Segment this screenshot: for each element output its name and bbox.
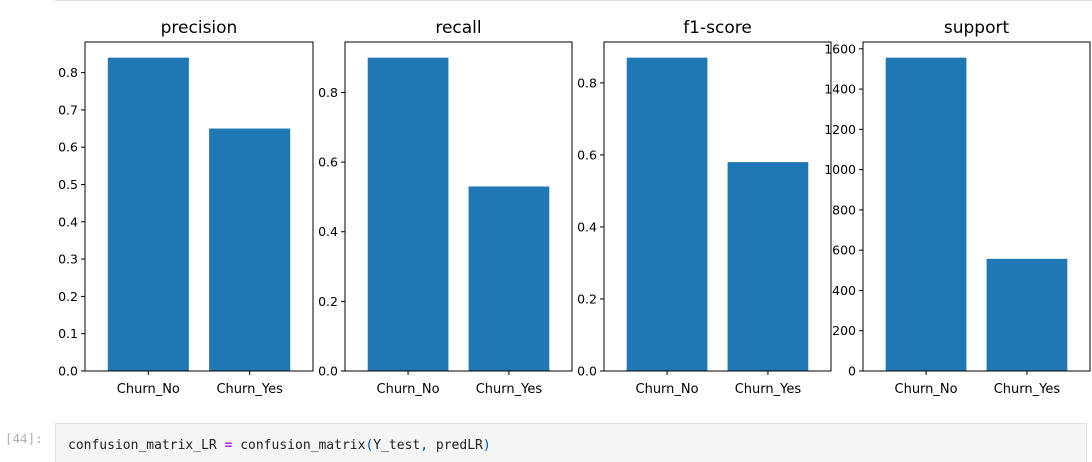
y-tick-label: 1000 [824,162,856,177]
y-tick-label: 0.0 [577,364,597,379]
axes-frame [862,41,1091,372]
x-tick-label: Churn_No [636,382,699,397]
chart-support: Churn_No Churn_Yes 0 200 400 600 800 1000 1200 14… [824,18,1091,397]
y-tick-label: 0.1 [58,326,78,341]
axes-frame [603,41,832,372]
execution-count-prompt: [44]: [5,431,43,446]
y-tick-label: 1200 [824,122,856,137]
chart-title: recall [435,18,481,38]
x-tick-label: Churn_Yes [216,382,283,397]
y-tick-label: 0.8 [318,85,338,100]
axes-frame [84,41,314,372]
y-tick-label: 0.8 [577,75,597,90]
y-tick-label: 0.2 [577,291,597,306]
code-arg-2: predLR [435,438,483,453]
y-tick-label: 0.5 [58,177,78,192]
code-comma: , [420,438,429,453]
bar-Churn_No [107,57,189,372]
y-tick-label: 0.6 [58,140,78,155]
x-tick-label: Churn_No [117,382,180,397]
chart-title: f1-score [683,18,752,38]
y-tick-label: 1400 [824,82,856,97]
x-tick-label: Churn_Yes [994,382,1061,397]
y-tick-label: 0.4 [58,214,78,229]
y-tick-label: 0.4 [318,224,338,239]
code-arg-1: Y_test [373,438,421,453]
output-divider [55,0,1092,1]
y-tick-label: 400 [832,283,856,298]
x-tick-label: Churn_No [377,382,440,397]
x-tick-label: Churn_Yes [476,382,543,397]
classification-report-charts: Churn_No Churn_Yes 0.0 0.1 0.2 0.3 0.4 0.5 0.6 0.… [58,18,1091,397]
chart-title: support [944,18,1010,38]
y-tick-label: 0.6 [318,155,338,170]
y-tick-label: 0.0 [58,364,78,379]
y-tick-label: 0.2 [58,289,78,304]
x-tick-label: Churn_No [895,382,958,397]
y-tick-label: 600 [832,243,856,258]
bar-Churn_No [626,57,708,372]
y-tick-label: 0.0 [318,364,338,379]
y-tick-label: 800 [832,202,856,217]
y-tick-label: 0.2 [318,294,338,309]
code-lhs: confusion_matrix_LR [68,438,217,453]
code-close-paren: ) [482,438,491,453]
y-tick-label: 200 [832,323,856,338]
y-tick-label: 0.8 [58,65,78,80]
bar-Churn_Yes [727,162,809,371]
x-tick-label: Churn_Yes [735,382,802,397]
bar-Churn_No [367,57,449,372]
code-cell-editor[interactable]: confusion_matrix_LR = confusion_matrix(Y… [55,423,1087,462]
y-tick-label: 0.3 [58,252,78,267]
bar-Churn_Yes [209,128,291,371]
bar-Churn_Yes [468,186,550,371]
chart-f1-score: Churn_No Churn_Yes 0.0 0.2 0.4 0.6 0.8 f1-score [577,18,832,397]
code-function: confusion_matrix [240,438,366,453]
y-tick-label: 0.6 [577,147,597,162]
y-tick-label: 0 [848,364,856,379]
y-tick-label: 0.7 [58,102,78,117]
bar-Churn_Yes [986,258,1068,371]
chart-precision: Churn_No Churn_Yes 0.0 0.1 0.2 0.3 0.4 0.5 0.6 0.… [58,18,314,397]
y-tick-label: 1600 [824,41,856,56]
bar-Churn_No [885,57,967,372]
code-open-paren: ( [365,438,374,453]
chart-recall: Churn_No Churn_Yes 0.0 0.2 0.4 0.6 0.8 recall [318,18,573,397]
cell-output: Churn_No Churn_Yes 0.0 0.1 0.2 0.3 0.4 0.5 0.6 0.… [55,0,1092,397]
chart-title: precision [161,18,238,38]
code-operator: = [224,438,233,453]
axes-frame [344,41,573,372]
code-line[interactable]: confusion_matrix_LR = confusion_matrix(Y… [68,438,491,453]
y-tick-label: 0.4 [577,219,597,234]
